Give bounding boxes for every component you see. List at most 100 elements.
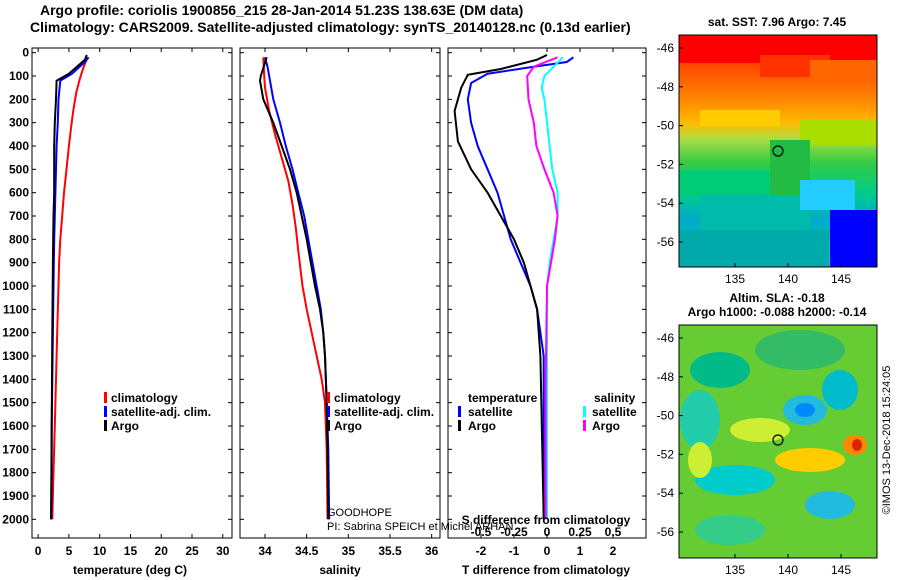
y-tick-label: 600 — [9, 186, 29, 200]
y-tick-label: 300 — [9, 116, 29, 130]
difference-legend: temperature satellite Argo salinity sate… — [458, 391, 637, 433]
series-group — [453, 54, 574, 520]
legend-label-argo: Argo — [334, 419, 362, 433]
x-tick-label: 34.5 — [295, 544, 319, 558]
legend-label-satellite-adj: satellite-adj. clim. — [111, 405, 211, 419]
lat-tick-label: -48 — [657, 80, 675, 94]
y-tick-label: 1200 — [2, 326, 29, 340]
x-tick-label: 30 — [216, 544, 230, 558]
s-tick-label: 0.25 — [568, 525, 592, 539]
salinity-panel: 34 34.5 35 35.5 36 — [239, 47, 441, 558]
y-tick-label: 1900 — [2, 489, 29, 503]
legend-label-climatology: climatology — [111, 391, 178, 405]
lat-tick-label: -56 — [657, 235, 675, 249]
x-tick-label: 2 — [610, 544, 617, 558]
x-tick-label: 0 — [544, 544, 551, 558]
lon-tick-label: 140 — [778, 563, 798, 577]
y-tick-label: 700 — [9, 209, 29, 223]
legend-swatch-satellite-adj — [104, 406, 107, 417]
header-line-1: Argo profile: coriolis 1900856_215 28-Ja… — [40, 2, 524, 18]
lat-tick-label: -54 — [657, 486, 675, 500]
difference-panel: -2 -1 0 1 2 -0.5 -0.25 0 0.25 0.5 — [447, 47, 647, 558]
lat-tick-label: -52 — [657, 157, 675, 171]
y-tick-label: 1100 — [3, 302, 29, 316]
imos-watermark: ©IMOS 13-Dec-2018 15:24:05 — [881, 366, 893, 515]
sla-map-title-1: Altim. SLA: -0.18 — [729, 291, 825, 305]
argo-location-marker-sla — [772, 434, 784, 446]
x-tick-label: 10 — [93, 544, 107, 558]
legend-swatch-climatology — [327, 392, 330, 403]
legend-label-s-satellite: satellite — [592, 405, 637, 419]
lat-tick-label: -46 — [657, 41, 675, 55]
legend-label-climatology: climatology — [334, 391, 401, 405]
y-tick-label: 1000 — [2, 279, 29, 293]
y-tick-label: 800 — [9, 232, 29, 246]
s-difference-label: S difference from climatology — [462, 513, 631, 527]
header-line-2: Climatology: CARS2009. Satellite-adjuste… — [30, 19, 631, 35]
x-tick-label: 5 — [66, 544, 73, 558]
salinity-legend: climatology satellite-adj. clim. Argo — [327, 391, 434, 433]
legend-label-s-argo: Argo — [592, 419, 620, 433]
x-tick-label: 34 — [258, 544, 272, 558]
legend-label-t-argo: Argo — [468, 419, 496, 433]
x-tick-label: 0 — [35, 544, 42, 558]
annotation-project: GOODHOPE — [327, 507, 392, 519]
difference-xlabel: T difference from climatology — [462, 563, 630, 577]
legend-swatch-t-argo — [458, 420, 461, 431]
x-tick-label: 35 — [342, 544, 356, 558]
series-line-satellite-adj-clim- — [50, 56, 90, 520]
salinity-xlabel: salinity — [319, 563, 361, 577]
series-group — [50, 54, 90, 520]
sst-map-title: sat. SST: 7.96 Argo: 7.45 — [708, 15, 847, 29]
y-tick-label: 500 — [9, 162, 29, 176]
temperature-legend: climatology satellite-adj. clim. Argo — [104, 391, 211, 433]
legend-swatch-s-satellite — [583, 406, 586, 417]
legend-swatch-climatology — [104, 392, 107, 403]
sst-lat-ticks: -46 -48 -50 -52 -54 -56 — [657, 41, 683, 249]
temperature-panel: 0100200300400500600700800900100011001200… — [2, 46, 233, 558]
s-tick-label: 0 — [544, 525, 551, 539]
legend-heading-salinity: salinity — [594, 391, 636, 405]
x-tick-label: -1 — [509, 544, 520, 558]
series-line-climatology — [262, 57, 329, 520]
annotation-pi: PI: Sabrina SPEICH et Michel ARHAN — [327, 521, 514, 533]
legend-label-satellite-adj: satellite-adj. clim. — [334, 405, 434, 419]
lat-tick-label: -48 — [657, 370, 675, 384]
sla-map-title-2: Argo h1000: -0.088 h2000: -0.14 — [688, 305, 867, 319]
y-tick-label: 100 — [9, 69, 29, 83]
lat-tick-label: -50 — [657, 119, 675, 133]
sst-map — [678, 34, 878, 268]
lon-tick-label: 135 — [725, 563, 745, 577]
y-tick-label: 1600 — [2, 419, 29, 433]
series-line-argo — [50, 54, 88, 520]
y-tick-label: 0 — [22, 46, 29, 60]
lat-tick-label: -52 — [657, 447, 675, 461]
lon-tick-label: 135 — [725, 272, 745, 286]
y-tick-label: 1300 — [2, 349, 29, 363]
lat-tick-label: -56 — [657, 525, 675, 539]
s-tick-label: 0.5 — [605, 525, 622, 539]
y-tick-label: 1400 — [2, 372, 29, 386]
series-line-temperature-argo — [453, 54, 548, 520]
y-tick-label: 900 — [9, 256, 29, 270]
x-tick-label: 15 — [124, 544, 138, 558]
series-line-temperature-satellite — [466, 56, 574, 520]
sla-map — [678, 324, 878, 559]
x-tick-label: 1 — [577, 544, 584, 558]
x-tick-label: 36 — [425, 544, 439, 558]
sla-lat-ticks: -46 -48 -50 -52 -54 -56 — [657, 331, 683, 539]
x-tick-label: 25 — [185, 544, 199, 558]
legend-swatch-t-satellite — [458, 406, 461, 417]
y-tick-label: 400 — [9, 139, 29, 153]
s-tick-label: -0.25 — [500, 525, 528, 539]
temperature-xlabel: temperature (deg C) — [73, 563, 187, 577]
legend-label-t-satellite: satellite — [468, 405, 513, 419]
y-tick-label: 1500 — [2, 396, 29, 410]
y-tick-label: 2000 — [2, 512, 29, 526]
series-group — [258, 56, 331, 520]
plot-frame — [31, 47, 233, 539]
x-tick-label: -2 — [476, 544, 487, 558]
y-tick-label: 1700 — [2, 442, 29, 456]
x-tick-label: 35.5 — [378, 544, 402, 558]
